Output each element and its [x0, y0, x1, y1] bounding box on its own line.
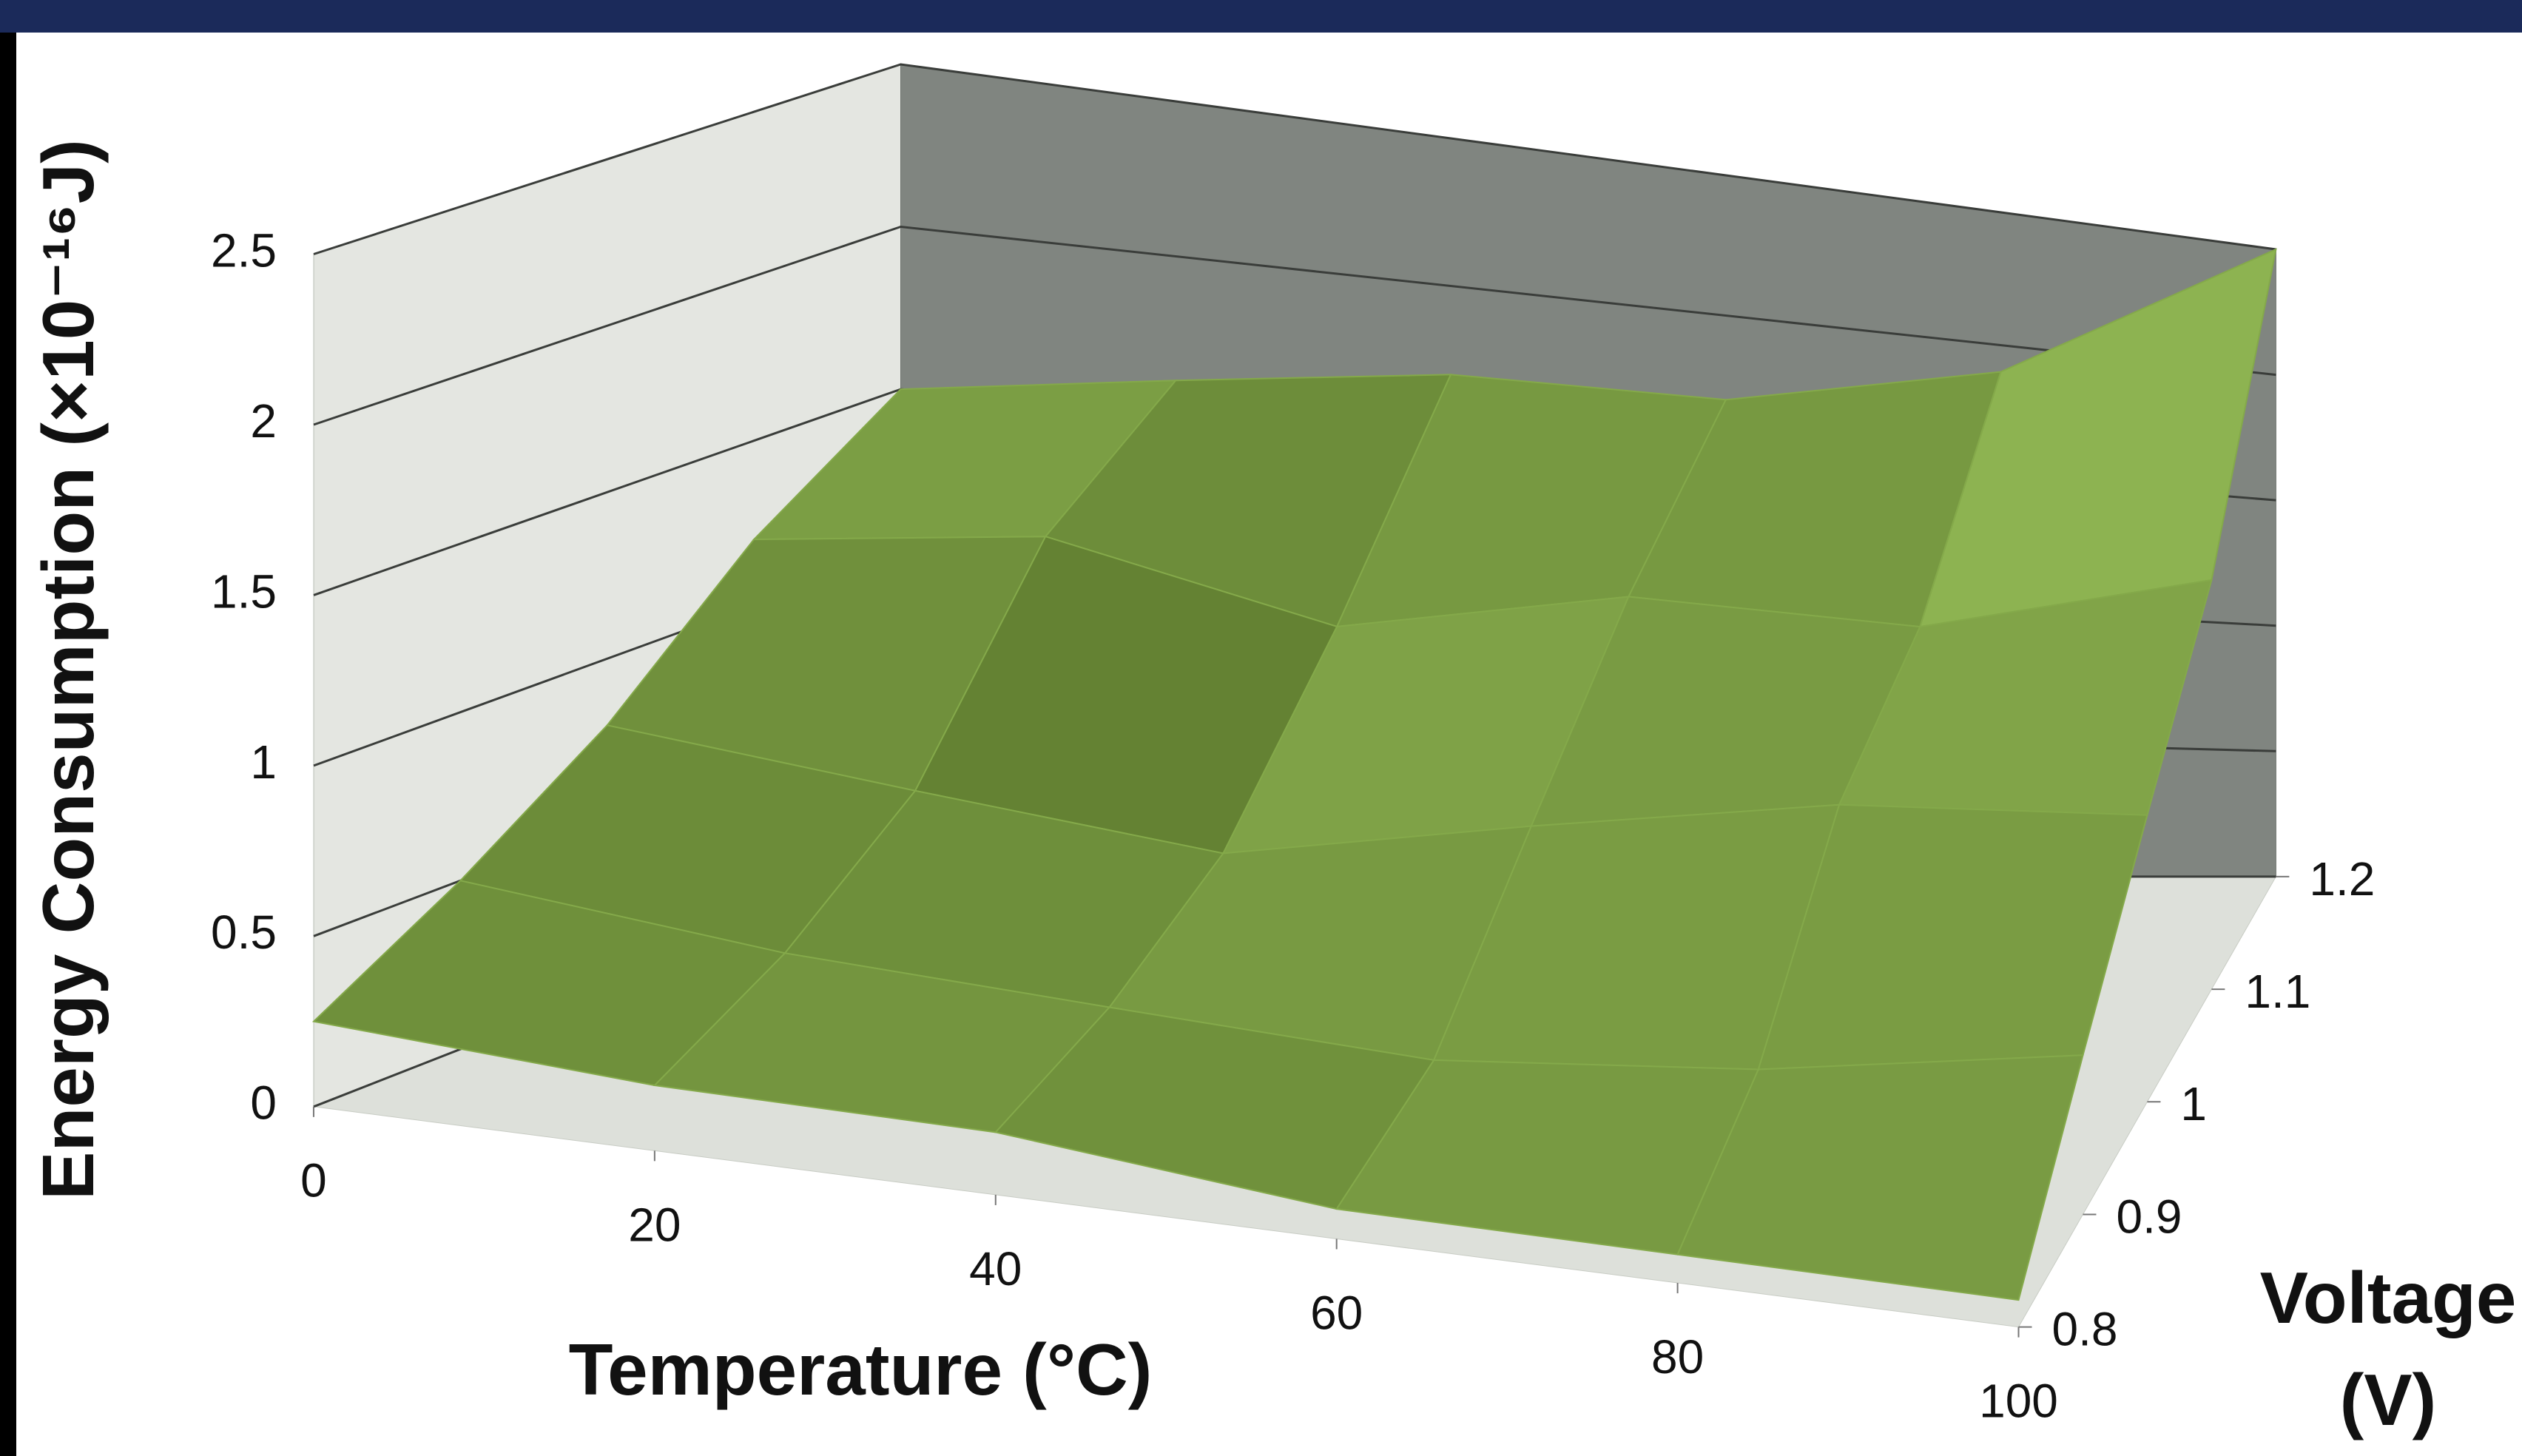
z-tick-label: 0: [250, 1076, 277, 1130]
x-tick-label: 20: [628, 1198, 681, 1251]
grid-line: [313, 63, 2276, 255]
top-banner: [0, 0, 2522, 33]
y-tick-label: 1.2: [2309, 852, 2375, 906]
grid-line: [313, 225, 2276, 426]
z-tick-label: 2.5: [211, 223, 277, 277]
z-tick-label: 2: [250, 394, 277, 448]
x-tick-label: 100: [1979, 1375, 2058, 1428]
y-axis-title: (V): [2340, 1359, 2437, 1440]
y-tick-label: 1: [2180, 1077, 2207, 1130]
x-axis-title: Temperature (°C): [569, 1329, 1153, 1410]
y-tick-label: 0.9: [2116, 1190, 2182, 1243]
x-tick-label: 40: [969, 1242, 1022, 1295]
x-tick-label: 80: [1651, 1330, 1704, 1383]
z-axis-title: Energy Consumption (×10⁻¹⁶J): [27, 139, 109, 1200]
z-tick-label: 0.5: [211, 906, 277, 959]
x-tick-label: 60: [1310, 1286, 1363, 1339]
x-tick-label: 0: [300, 1154, 327, 1207]
plot-area: 0 0.5 1 1.5 2 2.5 0 20 40 60 80 100 0.8 0.9 1 1.1 1.2: [211, 63, 2375, 1428]
y-tick-label: 1.1: [2245, 965, 2310, 1018]
y-axis-title: Voltage: [2260, 1257, 2517, 1338]
z-tick-label: 1.5: [211, 564, 277, 618]
z-tick-label: 1: [250, 735, 277, 789]
surface-cell: [1676, 1054, 2084, 1301]
y-tick-label: 0.8: [2052, 1303, 2118, 1356]
